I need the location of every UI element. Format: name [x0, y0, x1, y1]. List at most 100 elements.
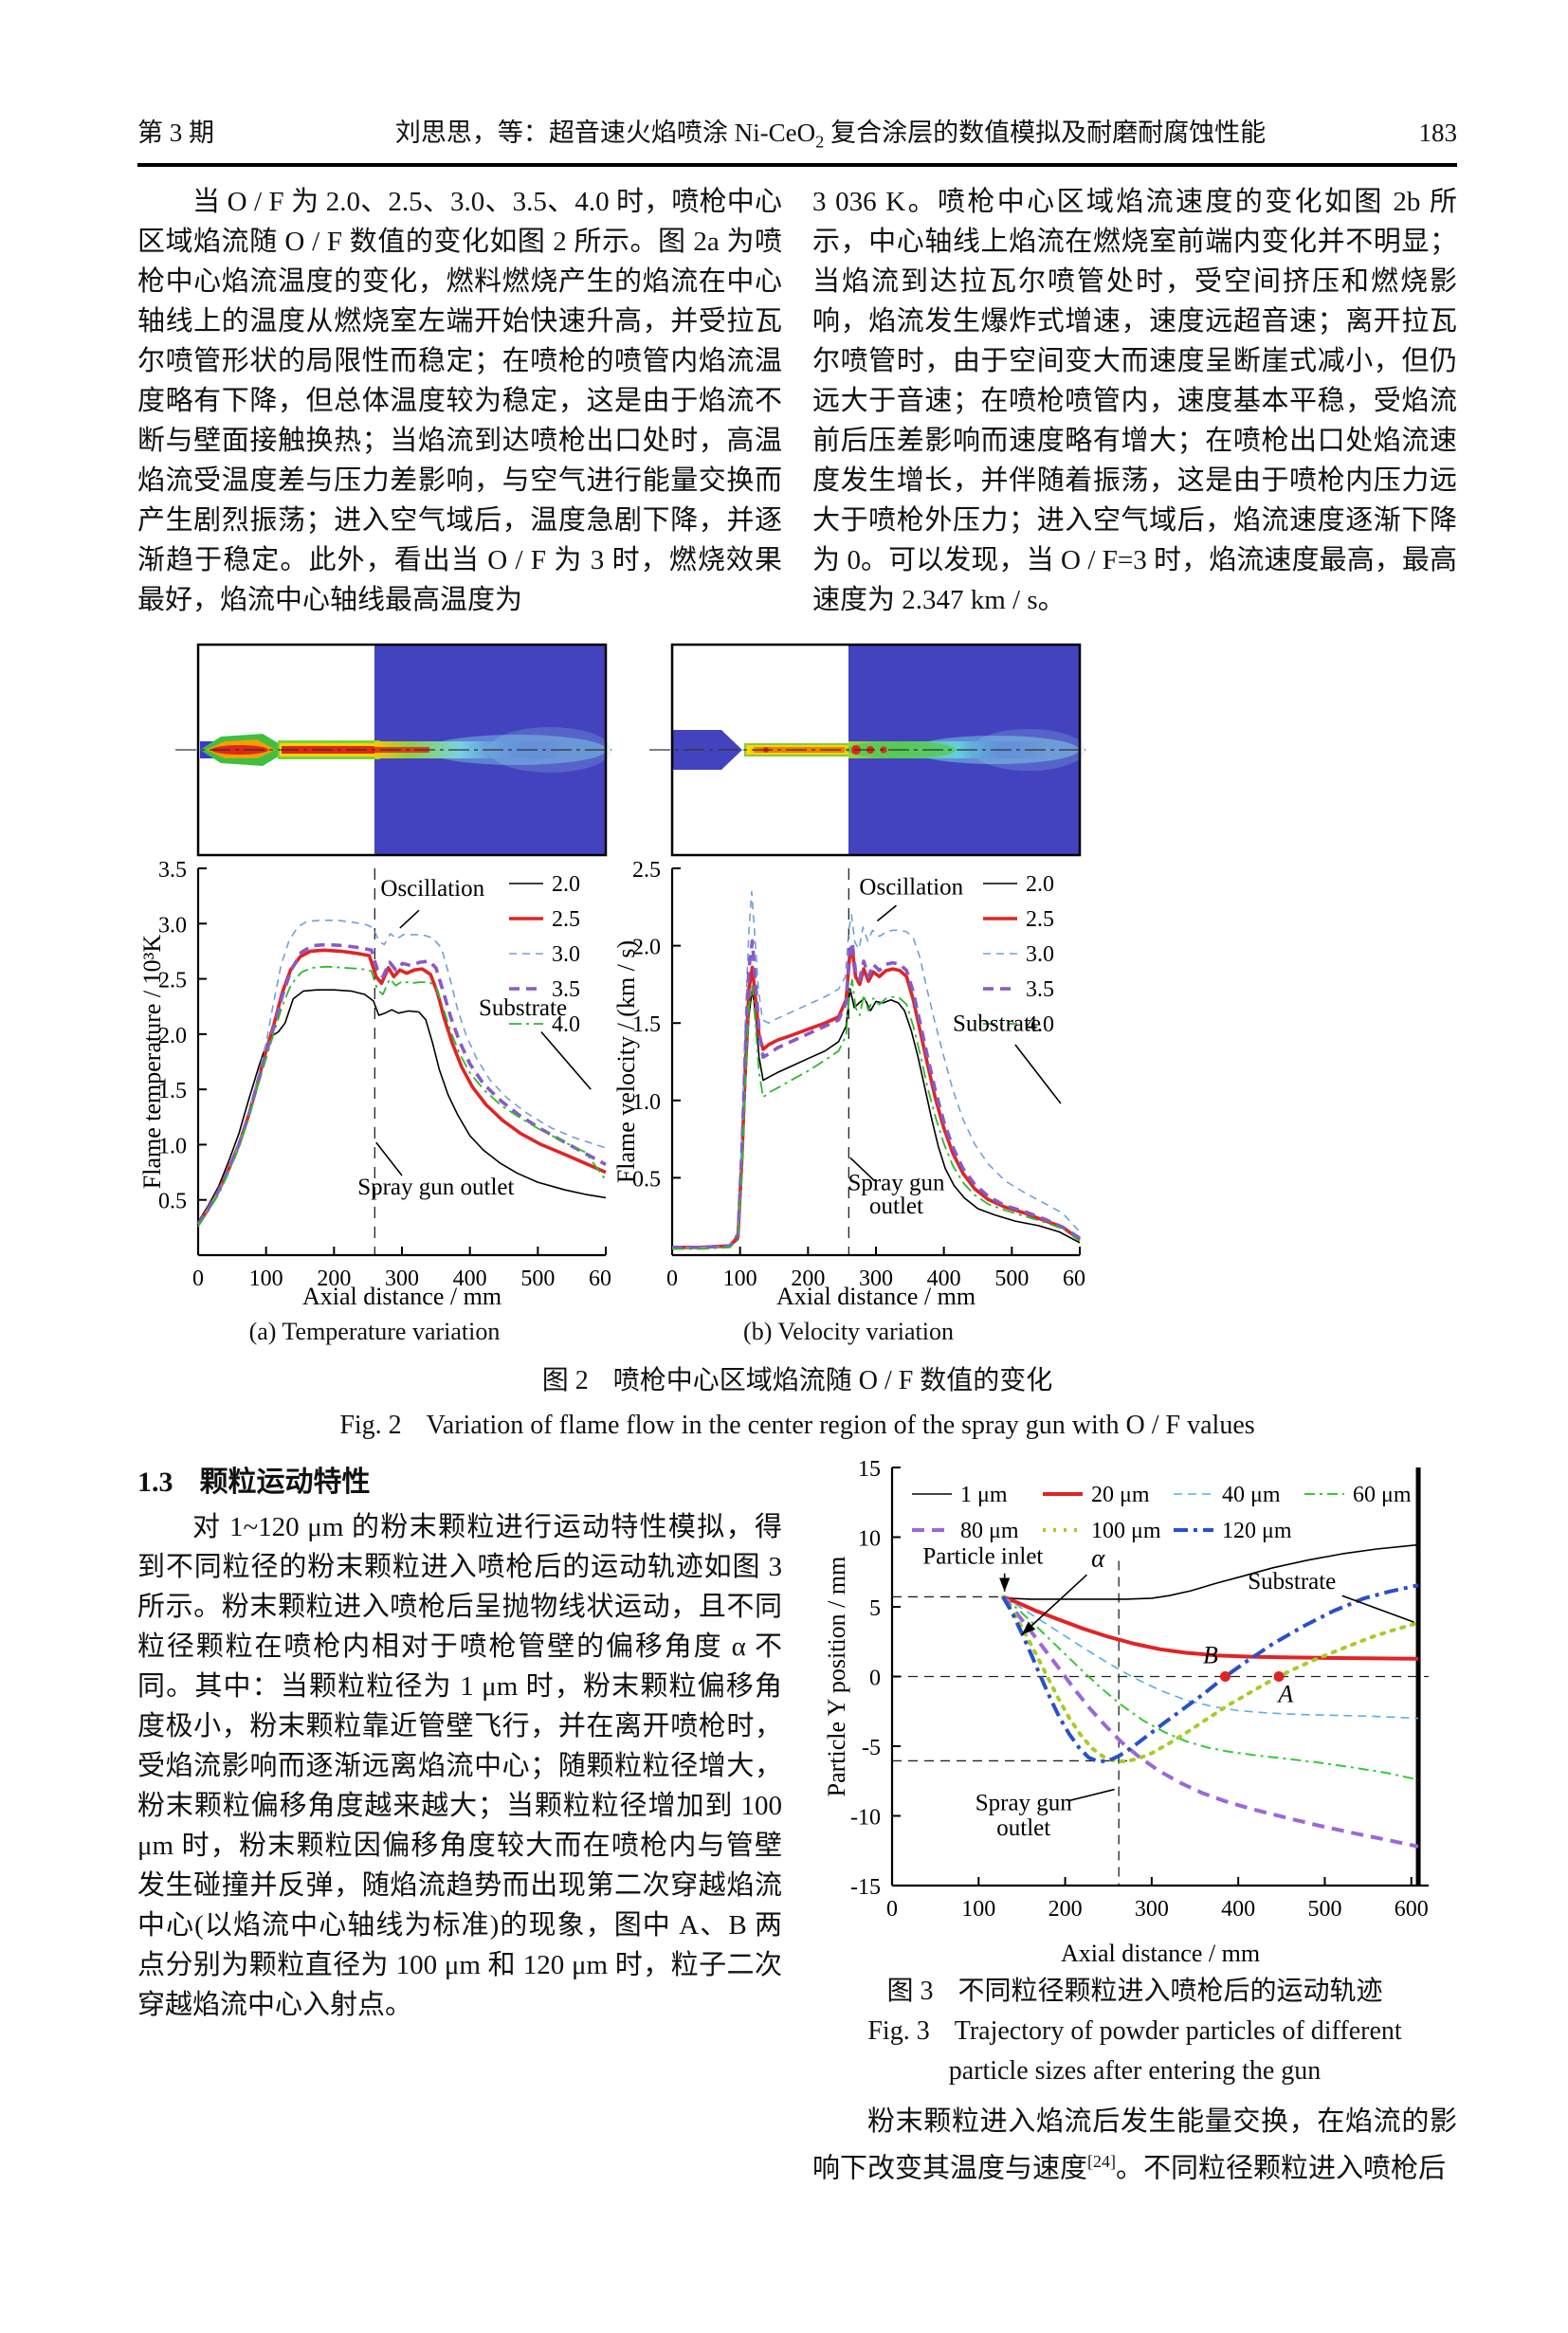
left-column-2: 1.3 颗粒运动特性 对 1~120 μm 的粉末颗粒进行运动特性模拟，得到不同粒…: [137, 1454, 782, 2189]
svg-text:2.0: 2.0: [158, 1024, 187, 1048]
svg-text:Axial distance / mm: Axial distance / mm: [302, 1283, 501, 1310]
svg-text:600: 600: [589, 1267, 611, 1291]
left-column: 当 O / F 为 2.0、2.5、3.0、3.5、4.0 时，喷枪中心区域焰流…: [137, 182, 782, 620]
svg-text:0: 0: [666, 1267, 678, 1291]
svg-text:200: 200: [317, 1267, 351, 1291]
figure-3-title-zh: 不同粒径颗粒进入喷枪后的运动轨迹: [957, 1977, 1383, 2007]
svg-text:Substrate: Substrate: [953, 1012, 1041, 1037]
journal-issue: 第 3 期: [137, 118, 214, 147]
svg-text:3.5: 3.5: [552, 977, 580, 1002]
svg-text:0.5: 0.5: [158, 1190, 187, 1214]
section-heading-1-3: 1.3 颗粒运动特性: [137, 1458, 782, 1500]
temperature-chart: 0 100 200 300 400 500 600 0.5 1.0 1.5 2.0 2.5 3.0 3.5…: [138, 859, 611, 1310]
svg-text:A: A: [1276, 1681, 1293, 1708]
figure-3-label-zh: 图 3: [886, 1977, 934, 2007]
figure-2-caption-en: Fig. 2 Variation of flame flow in the cen…: [137, 1411, 1457, 1441]
svg-text:Spray gun: Spray gun: [848, 1171, 945, 1196]
text-columns-1: 当 O / F 为 2.0、2.5、3.0、3.5、4.0 时，喷枪中心区域焰流…: [137, 182, 1457, 620]
figure-3-caption-en-line2: particle sizes after entering the gun: [949, 2052, 1322, 2090]
right-column-2: 0 100 200 300 400 500 600 -15 -10 -5 0 5 10 15 Axial d…: [812, 1454, 1457, 2189]
svg-text:300: 300: [385, 1267, 419, 1291]
figure-2-title-en: Variation of flame flow in the center re…: [426, 1411, 1255, 1441]
svg-text:1 μm: 1 μm: [960, 1483, 1008, 1507]
svg-text:200: 200: [1048, 1897, 1083, 1922]
svg-text:-5: -5: [862, 1736, 881, 1760]
paragraph-particle-motion: 对 1~120 μm 的粉末颗粒进行运动特性模拟，得到不同粒径的粉末颗粒进入喷枪…: [137, 1512, 782, 2021]
text-columns-2: 1.3 颗粒运动特性 对 1~120 μm 的粉末颗粒进行运动特性模拟，得到不同粒…: [137, 1454, 1457, 2189]
svg-text:200: 200: [791, 1267, 825, 1291]
svg-text:Axial distance / mm: Axial distance / mm: [1061, 1940, 1260, 1967]
svg-text:100: 100: [961, 1897, 995, 1922]
svg-text:4.0: 4.0: [1026, 1012, 1054, 1037]
svg-text:400: 400: [453, 1267, 487, 1291]
svg-text:3.0: 3.0: [1026, 942, 1054, 967]
svg-text:1.0: 1.0: [158, 1135, 187, 1159]
svg-text:2.5: 2.5: [158, 969, 187, 993]
svg-text:outlet: outlet: [996, 1815, 1050, 1841]
svg-text:3.0: 3.0: [158, 914, 187, 939]
figure-2: 0 100 200 300 400 500 600 0.5 1.0 1.5 2.0 2.5 3.0 3.5…: [137, 643, 1457, 1441]
figure-3-caption-en-line1: Fig. 3 Trajectory of powder particles of …: [867, 2013, 1401, 2050]
running-title-part1: 刘思思，等：超音速火焰喷涂 Ni-CeO: [394, 118, 816, 147]
svg-text:Flame temperature / 10³K: Flame temperature / 10³K: [138, 935, 166, 1190]
svg-text:400: 400: [1221, 1897, 1255, 1922]
svg-text:Spray gun: Spray gun: [975, 1791, 1073, 1816]
figure-2b: 0 100 200 300 400 500 600 0.5 1.0 1.5 2.0 2.5 Axial …: [611, 643, 1085, 1346]
running-title: 刘思思，等：超音速火焰喷涂 Ni-CeO2 复合涂层的数值模拟及耐磨耐腐蚀性能: [318, 112, 1343, 152]
svg-text:5: 5: [869, 1596, 881, 1621]
svg-text:1.5: 1.5: [632, 1013, 661, 1038]
svg-text:Particle inlet: Particle inlet: [922, 1544, 1043, 1570]
figure-2b-caption: (b) Velocity variation: [743, 1318, 954, 1346]
svg-text:0: 0: [869, 1667, 881, 1691]
figure-2-caption-zh: 图 2 喷枪中心区域焰流随 O / F 数值的变化: [137, 1359, 1457, 1397]
svg-text:B: B: [1203, 1642, 1218, 1669]
figure-3-label-en: Fig. 3: [867, 2016, 930, 2047]
figure-3-title-en-line2: particle sizes after entering the gun: [948, 2056, 1322, 2087]
svg-text:Oscillation: Oscillation: [380, 877, 484, 902]
svg-text:400: 400: [927, 1267, 961, 1291]
svg-text:-15: -15: [850, 1875, 881, 1900]
svg-text:600: 600: [1395, 1897, 1429, 1922]
figure-2-label-zh: 图 2: [541, 1366, 589, 1396]
svg-text:500: 500: [994, 1267, 1029, 1291]
svg-text:2.0: 2.0: [632, 936, 661, 960]
svg-text:outlet: outlet: [869, 1194, 923, 1219]
svg-text:3.5: 3.5: [158, 859, 187, 883]
svg-text:1.0: 1.0: [632, 1090, 661, 1115]
temperature-contour-image: [175, 644, 611, 857]
reference-24: [24]: [1087, 2152, 1116, 2172]
svg-text:100 μm: 100 μm: [1091, 1519, 1161, 1543]
svg-text:100: 100: [249, 1267, 283, 1291]
svg-text:80 μm: 80 μm: [960, 1519, 1019, 1543]
svg-text:Substrate: Substrate: [1248, 1569, 1336, 1595]
svg-text:Spray gun outlet: Spray gun outlet: [357, 1175, 514, 1200]
svg-text:α: α: [1091, 1544, 1105, 1573]
particle-trajectory-chart: 0 100 200 300 400 500 600 -15 -10 -5 0 5 10 15 Axial d…: [823, 1457, 1429, 1967]
svg-text:3.0: 3.0: [552, 942, 580, 967]
svg-text:4.0: 4.0: [552, 1012, 580, 1037]
svg-text:100: 100: [723, 1267, 757, 1291]
svg-text:300: 300: [859, 1267, 893, 1291]
svg-text:0: 0: [192, 1267, 204, 1291]
svg-text:Particle Y position / mm: Particle Y position / mm: [823, 1557, 850, 1797]
svg-text:600: 600: [1063, 1267, 1085, 1291]
svg-text:Substrate: Substrate: [479, 995, 567, 1021]
section-number: 1.3: [137, 1467, 173, 1499]
svg-text:2.0: 2.0: [1026, 872, 1054, 897]
svg-text:60 μm: 60 μm: [1353, 1483, 1412, 1507]
svg-text:Oscillation: Oscillation: [859, 875, 963, 901]
svg-text:0.5: 0.5: [632, 1168, 661, 1193]
svg-text:Axial distance / mm: Axial distance / mm: [776, 1283, 975, 1310]
energy-exchange-text: 粉末颗粒进入焰流后发生能量交换，在焰流的影响下改变其温度与速度: [812, 2106, 1457, 2185]
page-number: 183: [1418, 118, 1458, 147]
right-column: 3 036 K。喷枪中心区域焰流速度的变化如图 2b 所示，中心轴线上焰流在燃烧…: [812, 182, 1457, 620]
svg-text:120 μm: 120 μm: [1222, 1519, 1292, 1543]
figure-2-title-zh: 喷枪中心区域焰流随 O / F 数值的变化: [612, 1366, 1053, 1396]
paragraph-temperature-discussion: 当 O / F 为 2.0、2.5、3.0、3.5、4.0 时，喷枪中心区域焰流…: [137, 187, 782, 616]
figure-3-title-en-line1: Trajectory of powder particles of differ…: [954, 2016, 1402, 2047]
figure-2a: 0 100 200 300 400 500 600 0.5 1.0 1.5 2.0 2.5 3.0 3.5…: [137, 643, 611, 1346]
svg-text:20 μm: 20 μm: [1091, 1483, 1150, 1507]
svg-text:2.5: 2.5: [552, 907, 580, 932]
paragraph-energy-exchange: 粉末颗粒进入焰流后发生能量交换，在焰流的影响下改变其温度与速度[24]。不同粒径…: [812, 2102, 1457, 2189]
svg-text:2.5: 2.5: [632, 859, 661, 883]
